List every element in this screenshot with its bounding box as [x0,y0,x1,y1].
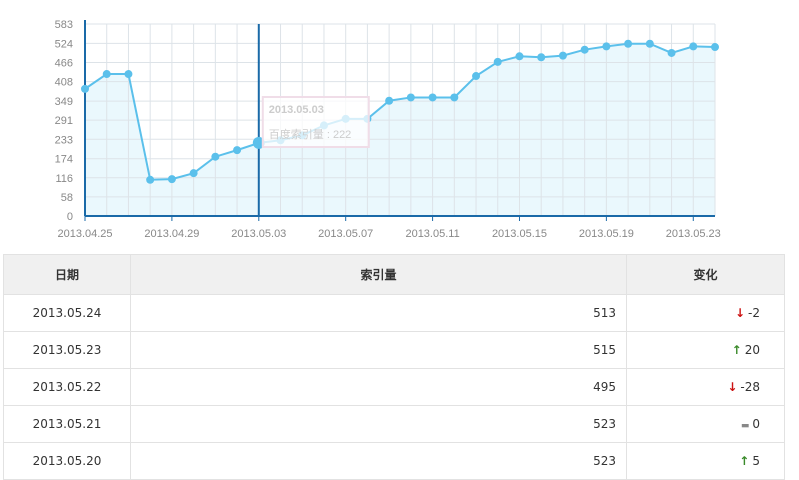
column-header: 索引量 [130,254,627,295]
y-tick-label: 349 [55,96,73,108]
column-header: 日期 [3,254,131,295]
tooltip-title: 2013.05.03 [269,104,324,116]
point [580,45,589,54]
index-cell: 523 [130,405,627,443]
point [711,43,719,52]
index-table: 日期 索引量 变化 2013.05.24 513 ↓ -2 2013.05.23 515 ↑ 20 2… [3,254,785,480]
x-tick-label: 2013.05.07 [318,228,373,240]
point [385,96,394,105]
change-icon: ↓ [734,306,746,320]
change-cell: ↓ -2 [626,294,785,332]
y-tick-label: 233 [55,134,73,146]
point [472,72,481,81]
date-cell: 2013.05.24 [3,294,131,332]
point [558,51,567,60]
index-cell: 515 [130,331,627,369]
x-tick-label: 2013.05.15 [492,228,547,240]
table-row: 2013.05.24 513 ↓ -2 [3,294,785,332]
table-row: 2013.05.20 523 ↑ 5 [3,442,785,480]
table-row: 2013.05.21 523 ▬ 0 [3,405,785,443]
y-tick-label: 58 [61,192,73,204]
x-tick-label: 2013.05.11 [405,228,459,240]
change-cell: ↑ 5 [626,442,785,480]
table-header: 日期 索引量 变化 [3,254,785,295]
tooltip-text: 百度索引量 : 222 [269,127,352,141]
change-value: 0 [752,417,760,431]
change-cell: ↑ 20 [626,331,785,369]
point [124,70,133,79]
column-header: 变化 [626,254,785,295]
tooltip [261,96,370,148]
change-icon: ↓ [727,380,738,394]
x-tick-label: 2013.04.29 [144,228,199,240]
page: {"chart_data": {"type": "line", "area": … [3,19,785,480]
date-cell: 2013.05.22 [3,368,131,406]
table-row: 2013.05.23 515 ↑ 20 [3,331,785,369]
point [515,52,524,61]
change-value: 20 [744,343,760,357]
y-tick-label: 116 [55,173,73,185]
table-row: 2013.05.22 495 ↓ -28 [3,368,785,406]
change-value: -28 [740,380,760,394]
y-tick-label: 174 [55,154,73,166]
point [428,93,437,102]
point [233,146,242,155]
point [493,57,502,66]
y-tick-label: 466 [55,58,73,70]
x-tick-label: 2013.05.03 [231,228,286,240]
change-value: -2 [748,306,760,320]
point [406,93,415,102]
chart: 0 58 116 174 233 291 349 408 466 524 583 2013.04.25… [55,19,721,240]
index-cell: 513 [130,294,627,332]
point [167,175,176,184]
index-cell: 523 [130,442,627,480]
point [667,48,676,57]
point [537,53,546,62]
point [602,42,611,51]
point [102,70,111,79]
change-cell: ▬ 0 [626,405,785,443]
change-cell: ↓ -28 [626,368,785,406]
change-icon: ▬ [740,421,750,431]
y-tick-label: 408 [55,77,73,89]
point [645,39,654,48]
point [189,169,198,178]
area [85,43,715,217]
change-icon: ↑ [739,454,750,468]
point [146,175,155,184]
point [81,84,89,93]
y-tick-label: 291 [55,115,73,127]
point [211,152,220,161]
y-tick-label: 524 [55,38,73,50]
x-tick-label: 2013.05.19 [579,228,634,240]
x-tick-label: 2013.04.25 [57,228,112,240]
point [450,93,459,102]
y-tick-label: 583 [55,19,73,31]
x-tick-label: 2013.05.23 [666,228,721,240]
point [689,42,698,51]
date-cell: 2013.05.23 [3,331,131,369]
change-icon: ↑ [731,343,742,357]
index-cell: 495 [130,368,627,406]
point [624,39,633,48]
date-cell: 2013.05.20 [3,442,131,480]
date-cell: 2013.05.21 [3,405,131,443]
y-tick-label: 0 [67,211,73,223]
change-value: 5 [752,454,760,468]
